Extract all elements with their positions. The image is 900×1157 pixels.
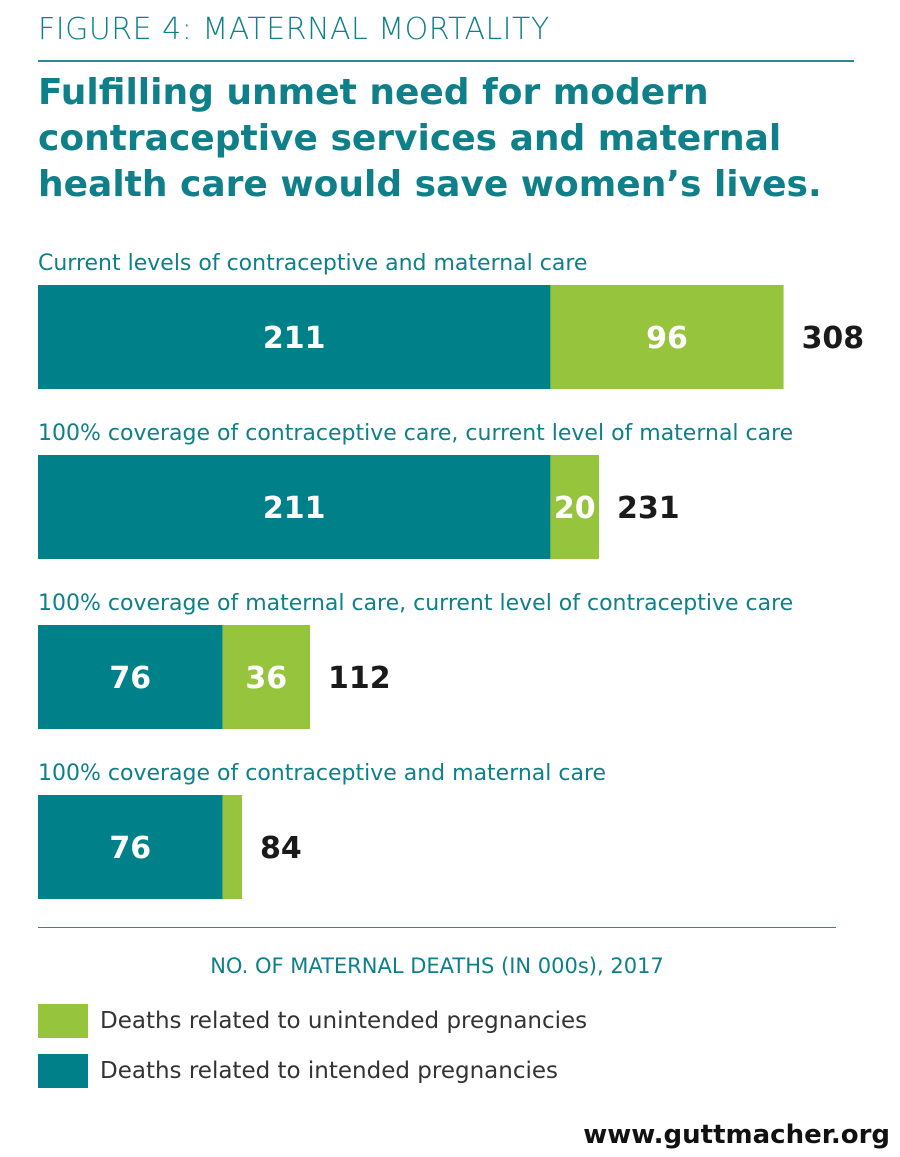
bar-value-label: 76 — [109, 661, 151, 696]
bar-unintended — [550, 455, 599, 559]
category-label: Current levels of contraceptive and mate… — [38, 251, 587, 276]
website-url[interactable]: www.guttmacher.org — [583, 1120, 890, 1150]
legend-item-unintended: Deaths related to unintended pregnancies — [38, 1004, 587, 1038]
legend: Deaths related to unintended pregnancies… — [38, 1004, 587, 1104]
legend-item-intended: Deaths related to intended pregnancies — [38, 1054, 587, 1088]
top-divider — [38, 60, 854, 62]
figure-label: FIGURE 4: MATERNAL MORTALITY — [38, 12, 550, 47]
bar-value-label: 76 — [109, 831, 151, 866]
legend-swatch-intended — [38, 1054, 88, 1088]
legend-label-unintended: Deaths related to unintended pregnancies — [100, 1008, 588, 1034]
bar-intended — [38, 285, 551, 389]
x-axis-label: NO. OF MATERNAL DEATHS (IN 000s), 2017 — [210, 954, 664, 978]
category-label: 100% coverage of maternal care, current … — [38, 591, 793, 616]
bar-total-label: 112 — [328, 661, 391, 696]
legend-label-intended: Deaths related to intended pregnancies — [100, 1058, 559, 1084]
category-label: 100% coverage of contraceptive care, cur… — [38, 421, 793, 446]
bar-value-label: 211 — [263, 491, 326, 526]
legend-swatch-unintended — [38, 1004, 88, 1038]
category-label: 100% coverage of contraceptive and mater… — [38, 761, 606, 786]
bottom-divider — [38, 927, 836, 928]
bar-unintended — [550, 285, 784, 389]
bar-value-label: 211 — [263, 321, 326, 356]
bar-total-label: 231 — [617, 491, 680, 526]
bar-total-label: 308 — [802, 321, 865, 356]
bar-total-label: 84 — [260, 831, 302, 866]
bar-unintended — [222, 625, 310, 729]
bar-value-label: 20 — [554, 491, 596, 526]
bar-unintended — [222, 795, 242, 899]
headline: Fulfilling unmet need for modern contrac… — [38, 72, 822, 205]
bar-intended — [38, 795, 223, 899]
bar-value-label: 96 — [646, 321, 688, 356]
stacked-bar-chart: Current levels of contraceptive and mate… — [38, 251, 865, 899]
bar-intended — [38, 455, 551, 559]
bar-intended — [38, 625, 223, 729]
bar-value-label: 36 — [245, 661, 287, 696]
